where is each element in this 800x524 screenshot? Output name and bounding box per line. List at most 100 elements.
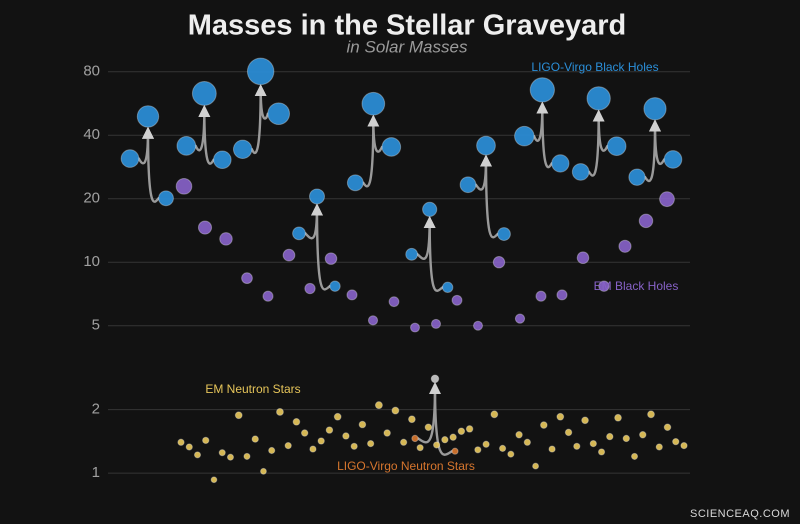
data-point [556,289,568,301]
dots [120,57,688,484]
y-tick-label: 5 [92,317,100,334]
data-point [441,436,449,444]
data-point [246,57,275,86]
data-point [268,446,276,455]
data-point [210,476,218,484]
merger-arrow [142,126,160,203]
data-point [492,255,506,269]
merger-arrow [480,154,499,239]
data-point [358,420,367,429]
data-point [430,374,440,384]
data-point [226,453,234,461]
data-point [202,436,210,445]
y-tick-label: 1 [92,464,100,481]
merger-arrow [423,216,444,293]
merger-arrow [649,119,666,166]
data-point [606,432,614,441]
data-point [191,81,217,106]
data-point [497,227,511,241]
data-point [304,282,316,295]
data-point [197,220,213,235]
data-point [400,438,408,446]
data-point [472,320,484,331]
data-point [282,248,296,262]
data-point [532,462,540,470]
data-point [158,190,174,207]
data-point [309,188,325,205]
data-point [514,125,535,147]
data-point [388,296,400,308]
data-point [367,439,375,448]
data-point [405,247,419,261]
data-point [292,418,301,426]
data-point [639,431,647,439]
data-point [361,91,386,116]
data-point [451,294,463,306]
chart-subtitle: in Solar Masses [347,37,468,56]
watermark: SCIENCEAQ.COM [690,508,790,520]
data-point [260,467,267,475]
data-point [329,280,341,292]
data-point [576,251,590,265]
data-point [663,423,672,432]
data-point [374,401,383,410]
data-point [449,433,457,441]
data-point [535,290,547,302]
data-point [292,226,306,241]
data-point [482,440,490,448]
data-point [416,444,424,452]
data-point [408,415,416,424]
data-point [474,446,482,454]
data-point [680,442,688,450]
merger-arrow [254,84,270,120]
data-point [597,448,606,456]
data-point [647,410,655,419]
data-point [185,443,193,451]
data-point [422,201,438,217]
data-point [581,416,589,425]
data-point [391,406,400,415]
data-point [243,452,251,460]
y-tick-label: 40 [83,126,100,143]
series-label: EM Black Holes [594,279,679,293]
data-point [193,451,202,459]
data-point [333,412,342,421]
data-point [556,412,565,421]
data-point [120,149,140,168]
data-point [136,105,160,128]
data-point [618,239,632,253]
data-point [234,411,243,420]
data-point [175,177,193,195]
data-point [663,150,683,169]
data-point [381,137,402,157]
data-point [465,425,474,433]
data-point [457,427,466,435]
data-point [529,77,555,103]
merger-arrow [429,382,454,456]
data-point [213,150,232,170]
data-point [232,139,253,160]
data-point [571,163,590,181]
data-point [606,136,627,157]
data-point [309,445,317,453]
data-point [267,102,291,126]
data-point [424,423,433,432]
data-point [262,290,274,302]
data-point [672,437,680,446]
y-tick-label: 10 [83,253,100,270]
data-point [514,313,526,324]
data-point [300,429,309,437]
series-label: EM Neutron Stars [205,382,300,396]
data-point [515,431,523,439]
data-point [628,168,646,186]
data-point [564,428,573,437]
data-point [241,272,253,285]
data-point [638,213,654,229]
data-point [324,252,338,265]
data-point [342,432,350,440]
data-point [573,442,581,450]
chart-title: Masses in the Stellar Graveyard [188,10,626,42]
data-point [551,154,570,173]
data-point [346,289,358,301]
